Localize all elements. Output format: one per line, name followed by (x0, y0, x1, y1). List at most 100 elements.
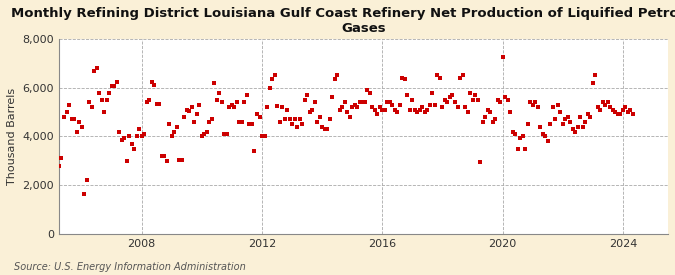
Point (622, 110, 633, 114)
Point (114, 129, 125, 134)
Point (53, 163, 64, 168)
Point (56, 156, 67, 161)
Point (207, 117, 217, 122)
Point (600, 103, 611, 107)
Point (297, 122, 308, 127)
Point (259, 134, 270, 139)
Point (585, 115, 596, 119)
Point (342, 110, 352, 114)
Point (61, 110, 72, 114)
Point (457, 73, 468, 78)
Point (590, 73, 601, 78)
Point (570, 129, 580, 134)
Point (327, 95, 338, 100)
Point (79, 191, 90, 196)
Point (565, 120, 576, 124)
Point (487, 120, 498, 124)
Point (84, 100, 95, 104)
Point (462, 110, 473, 114)
Point (329, 77, 340, 81)
Point (540, 134, 551, 139)
Point (232, 100, 242, 104)
Point (214, 90, 225, 95)
Point (470, 93, 481, 97)
Point (91, 66, 102, 70)
Point (502, 98, 513, 102)
Point (593, 105, 603, 109)
Point (472, 98, 483, 102)
Point (583, 112, 593, 117)
Point (144, 98, 155, 102)
Point (379, 108, 390, 112)
Point (192, 112, 202, 117)
Point (239, 100, 250, 104)
Point (319, 127, 330, 131)
Point (236, 120, 247, 124)
Point (547, 105, 558, 109)
Y-axis label: Thousand Barrels: Thousand Barrels (7, 88, 17, 185)
Point (542, 139, 553, 144)
Point (489, 117, 500, 122)
Point (221, 132, 232, 136)
Point (334, 108, 345, 112)
Point (122, 159, 132, 163)
Point (59, 115, 70, 119)
Point (452, 105, 463, 109)
Point (407, 98, 418, 102)
Point (352, 105, 362, 109)
Point (254, 115, 265, 119)
Point (545, 122, 556, 127)
Point (597, 100, 608, 104)
Point (372, 112, 383, 117)
Point (271, 104, 282, 108)
Point (63, 103, 74, 107)
Point (274, 120, 285, 124)
Point (281, 108, 292, 112)
Point (315, 115, 325, 119)
Point (477, 120, 488, 124)
Point (392, 110, 403, 114)
Point (322, 127, 333, 131)
Point (420, 110, 431, 114)
Point (608, 108, 618, 112)
Point (400, 77, 410, 81)
Point (94, 90, 105, 95)
Point (460, 105, 470, 109)
Point (605, 105, 616, 109)
Point (445, 95, 456, 100)
Point (184, 109, 194, 113)
Point (312, 120, 323, 124)
Point (146, 79, 157, 84)
Point (450, 100, 460, 104)
Title: Monthly Refining District Louisiana Gulf Coast Refinery Net Production of Liquif: Monthly Refining District Louisiana Gulf… (11, 7, 675, 35)
Point (595, 108, 605, 112)
Point (71, 129, 82, 134)
Point (267, 77, 277, 81)
Point (299, 98, 310, 102)
Point (99, 110, 109, 114)
Point (620, 105, 631, 109)
Point (139, 132, 150, 136)
Point (141, 100, 152, 104)
Point (382, 100, 393, 104)
Point (309, 100, 320, 104)
Point (447, 93, 458, 97)
Point (505, 110, 516, 114)
Point (515, 135, 526, 140)
Point (575, 115, 586, 119)
Point (151, 101, 162, 106)
Point (104, 90, 115, 95)
Point (134, 127, 144, 131)
Point (535, 125, 545, 129)
Point (587, 81, 598, 85)
Point (359, 100, 370, 104)
Point (244, 122, 255, 127)
Point (537, 132, 548, 136)
Point (179, 115, 190, 119)
Point (362, 88, 373, 92)
Point (618, 108, 628, 112)
Point (497, 55, 508, 59)
Point (294, 117, 305, 122)
Point (552, 103, 563, 107)
Point (377, 108, 387, 112)
